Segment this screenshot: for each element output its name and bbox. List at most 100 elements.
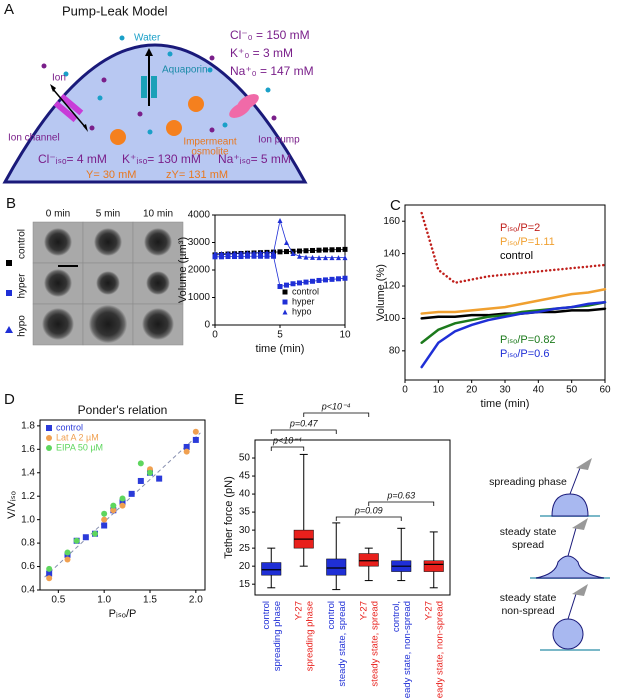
x-tick-label: Y-27 [423, 601, 434, 620]
y-tick-label: 120 [383, 281, 400, 292]
schematic-label: non-spread [501, 605, 554, 617]
legend-label: Pᵢₛₒ/P=1.11 [500, 236, 555, 248]
x-tick-label: control, [391, 601, 402, 632]
marker [101, 510, 108, 517]
y-tick-label: 1.8 [21, 421, 35, 432]
marker [128, 490, 135, 497]
significance-label: p=0.47 [289, 418, 319, 428]
marker [251, 250, 257, 256]
cell-image [94, 228, 122, 256]
diagram-title: Pump-Leak Model [62, 3, 168, 18]
cell-image [44, 228, 72, 256]
marker [284, 240, 289, 245]
y-tick-label: 4000 [188, 210, 211, 221]
significance-bracket [303, 412, 370, 417]
legend-label: EIPA 50 µM [56, 442, 103, 452]
marker [336, 276, 341, 282]
significance-label: p=0.09 [354, 505, 383, 515]
cell-image [44, 269, 72, 297]
marker [119, 502, 126, 509]
marker [277, 218, 283, 223]
x-axis-label: Pᵢₛₒ/P [109, 608, 137, 620]
marker [137, 460, 144, 467]
marker [192, 428, 199, 435]
panel-label: E [234, 391, 244, 408]
marker [110, 507, 117, 514]
inside-conc: K⁺ᵢₛₒ= 130 mM [122, 152, 201, 166]
y-tick-label: 30 [239, 525, 251, 536]
box [261, 562, 282, 576]
outside-conc: Na⁺₀ = 147 mM [230, 64, 314, 78]
osmolite-label: Impermeant [183, 137, 237, 148]
cell-image [144, 228, 172, 256]
marker [271, 253, 276, 259]
panel-label: D [4, 391, 15, 408]
box [326, 558, 347, 576]
marker [238, 250, 244, 256]
y-tick-label: 0.4 [21, 585, 35, 596]
legend-label: control [56, 422, 83, 432]
marker [264, 250, 270, 256]
y-tick-label: 1000 [188, 292, 211, 303]
x-axis-label: time (min) [256, 343, 305, 355]
x-tick-label: spreading phase [272, 601, 283, 671]
significance-bracket [270, 446, 305, 451]
y-tick-label: 50 [239, 453, 251, 464]
marker [232, 254, 237, 260]
ion-channel-arrows [50, 84, 88, 132]
y-tick-label: 0.6 [21, 561, 35, 572]
marker [297, 248, 302, 254]
schematic-label: steady state [500, 592, 557, 604]
panel-label: C [390, 197, 401, 214]
x-tick-label: 60 [599, 385, 611, 396]
marker [342, 246, 348, 252]
ions [41, 35, 277, 135]
x-axis-label: time (min) [481, 398, 530, 410]
water-label: Water [134, 33, 161, 44]
marker [258, 250, 263, 256]
marker [303, 254, 309, 260]
marker [192, 436, 199, 443]
plot-frame [214, 214, 346, 326]
marker [282, 309, 288, 315]
y-axis-label: Volume (µm³) [177, 237, 189, 303]
y-tick-label: 0 [204, 320, 210, 331]
y-tick-label: 1.2 [21, 491, 35, 502]
marker [101, 516, 108, 523]
legend-label: hyper [292, 296, 315, 306]
legend-label: Pᵢₛₒ/P=0.6 [500, 348, 549, 360]
panel-label: B [6, 195, 16, 212]
row-marker [6, 260, 12, 266]
y-tick-label: 15 [239, 579, 251, 590]
cell-image [88, 304, 128, 344]
series-line [420, 288, 607, 315]
series-line [420, 211, 607, 285]
y-axis-label: Tether force (pN) [223, 476, 235, 559]
x-tick-label: 30 [499, 385, 511, 396]
y-axis-label: Volume (%) [375, 264, 387, 321]
y-tick-label: 1.0 [21, 514, 35, 525]
plot-frame [39, 419, 206, 591]
x-tick-label: 0.5 [51, 595, 65, 606]
marker [46, 565, 53, 572]
legend-label: control [292, 286, 319, 296]
x-tick-label: 1.5 [143, 595, 157, 606]
marker [271, 250, 276, 256]
inside-conc: Cl⁻ᵢₛₒ= 4 mM [38, 152, 107, 166]
impermeant-conc: Y= 30 mM [86, 169, 136, 181]
x-tick-label: 5 [277, 330, 283, 341]
row-marker [6, 290, 12, 296]
legend-label: hypo [292, 306, 312, 316]
ion-pump-icon [229, 94, 259, 118]
cell-image [96, 271, 120, 295]
y-tick-label: 0.8 [21, 538, 35, 549]
marker [219, 251, 224, 256]
cell-image [142, 308, 174, 340]
x-tick-label: Y-27 [293, 601, 304, 620]
x-tick-label: steady state, non-spread [434, 601, 445, 698]
marker [284, 282, 289, 288]
x-tick-label: steady state, non-spread [402, 601, 413, 698]
box [358, 553, 379, 567]
marker [297, 253, 302, 259]
